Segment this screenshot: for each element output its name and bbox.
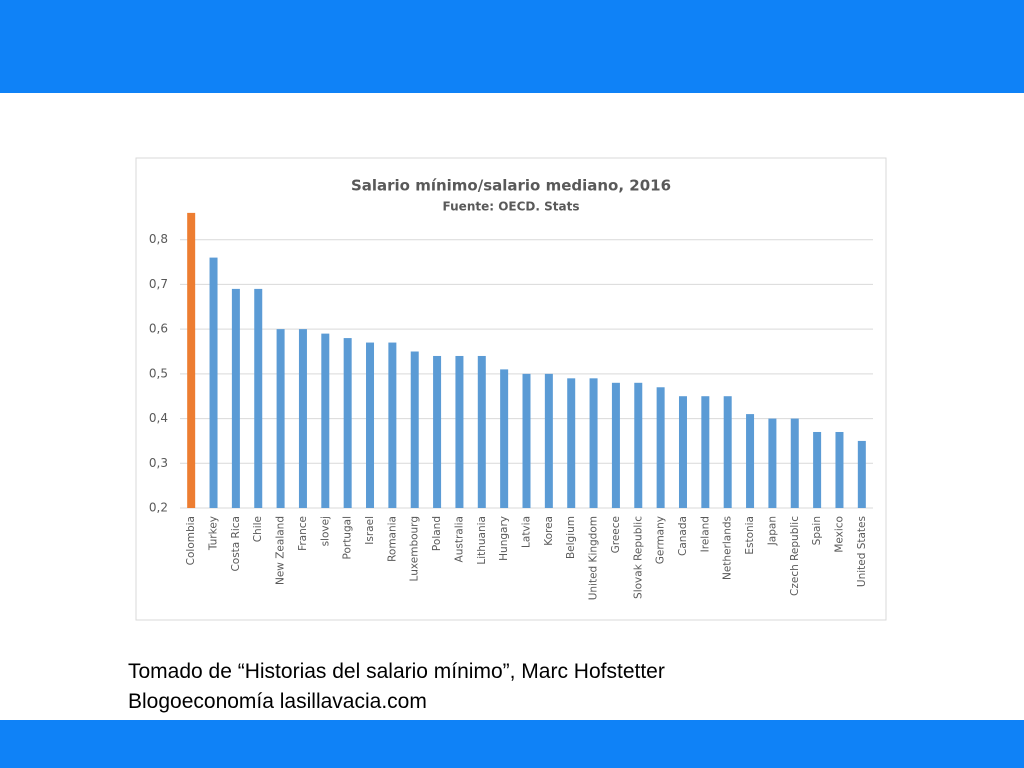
footer-band (0, 720, 1024, 768)
bar (343, 338, 352, 508)
x-tick-label: Chile (252, 516, 264, 542)
x-tick-label: Germany (655, 516, 667, 564)
x-tick-label: Australia (453, 516, 465, 562)
bar (857, 440, 866, 508)
x-tick-label: Slovak Republic (632, 516, 644, 599)
y-tick-label: 0,2 (149, 501, 168, 515)
caption: Tomado de “Historias del salario mínimo”… (128, 660, 665, 683)
bar (477, 355, 486, 508)
x-tick-label: Spain (811, 516, 823, 545)
y-tick-label: 0,5 (149, 366, 168, 380)
bar (410, 351, 419, 508)
bar (433, 355, 442, 508)
bar (746, 414, 755, 508)
x-tick-label: Netherlands (722, 516, 734, 580)
bar (567, 378, 576, 508)
x-tick-label: Mexico (833, 516, 845, 553)
bar (723, 396, 732, 508)
x-tick-label: United States (856, 516, 868, 587)
x-tick-label: Korea (543, 516, 555, 546)
y-tick-label: 0,4 (149, 411, 168, 425)
x-tick-label: Belgium (565, 516, 577, 559)
bar (187, 212, 196, 508)
x-tick-label: Latvia (521, 516, 533, 548)
bar (768, 418, 777, 508)
bar (611, 382, 620, 508)
y-tick-label: 0,6 (149, 322, 168, 336)
y-tick-label: 0,7 (149, 277, 168, 291)
x-tick-label: slovej (319, 516, 331, 546)
bar (321, 333, 330, 508)
bar (366, 342, 375, 508)
chart-frame (135, 157, 887, 621)
bar (678, 396, 687, 508)
bar (455, 355, 464, 508)
x-tick-label: Ireland (699, 516, 711, 552)
bar (790, 418, 799, 508)
x-tick-label: Poland (431, 516, 443, 551)
bar (388, 342, 397, 508)
x-tick-label: Portugal (342, 516, 354, 560)
x-tick-label: Japan (766, 516, 778, 546)
x-tick-label: Lithuania (476, 516, 488, 565)
x-tick-label: Israel (364, 516, 376, 545)
bar (835, 431, 844, 508)
x-tick-label: Turkey (208, 516, 220, 551)
bar (298, 329, 307, 508)
x-tick-label: France (297, 516, 309, 551)
bar (656, 387, 665, 508)
bar (589, 378, 598, 508)
x-tick-label: Canada (677, 516, 689, 556)
bar (500, 369, 509, 508)
bar (544, 373, 553, 508)
x-tick-label: Greece (610, 516, 622, 553)
bar (276, 329, 285, 508)
x-tick-label: Colombia (185, 516, 197, 565)
caption: Blogoeconomía lasillavacia.com (128, 690, 427, 713)
bar (701, 396, 710, 508)
x-tick-label: Luxembourg (409, 516, 421, 581)
chart-title: Salario mínimo/salario mediano, 2016 (351, 177, 671, 195)
chart-subtitle: Fuente: OECD. Stats (443, 200, 580, 214)
x-tick-label: Estonia (744, 516, 756, 555)
x-tick-label: Romania (386, 516, 398, 562)
x-tick-label: New Zealand (275, 516, 287, 585)
bar (634, 382, 643, 508)
bar (522, 373, 531, 508)
x-tick-label: Costa Rica (230, 516, 242, 572)
bar (254, 288, 263, 508)
x-tick-label: Hungary (498, 516, 510, 561)
bar (231, 288, 240, 508)
header-band (0, 0, 1024, 93)
x-tick-label: United Kingdom (588, 516, 600, 600)
y-tick-label: 0,3 (149, 456, 168, 470)
bar (813, 431, 822, 508)
x-tick-label: Czech Republic (789, 516, 801, 596)
y-tick-label: 0,8 (149, 232, 168, 246)
bar (209, 257, 218, 508)
chart: Salario mínimo/salario mediano, 2016 Fue… (135, 157, 887, 621)
